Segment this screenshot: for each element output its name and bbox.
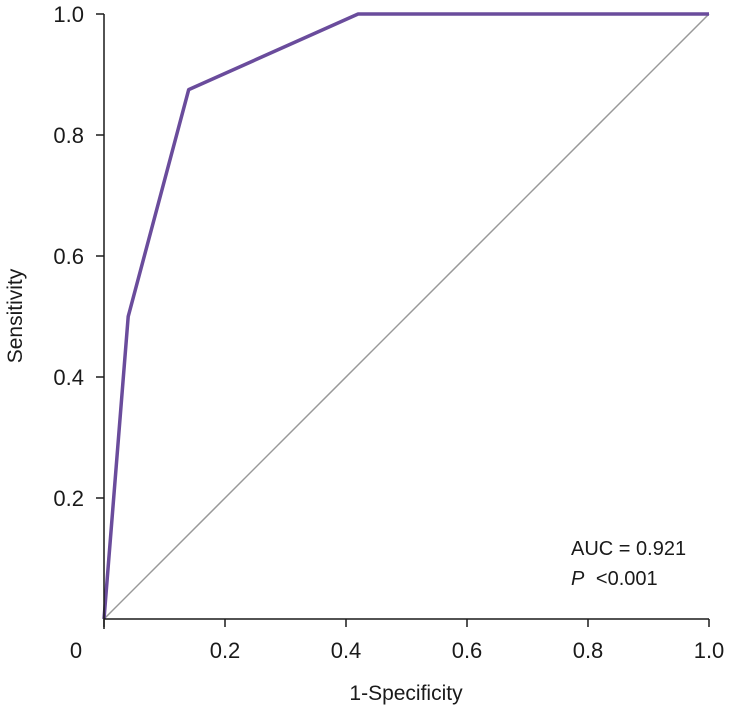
y-tick-label: 1.0: [53, 2, 84, 27]
x-tick-label: 0.2: [210, 638, 241, 663]
y-tick-label: 0.4: [53, 365, 84, 390]
auc-annotation: AUC = 0.921: [571, 538, 686, 560]
x-tick-label: 0.8: [573, 638, 604, 663]
y-axis-ticks: 0.2 0.4 0.6 0.8 1.0: [53, 2, 104, 511]
x-axis-ticks: 0 0.2 0.4 0.6 0.8 1.0: [70, 619, 724, 663]
y-tick-label: 0.8: [53, 123, 84, 148]
x-tick-label: 0.6: [452, 638, 483, 663]
p-value-annotation: P <0.001: [571, 568, 658, 590]
p-value: <0.001: [596, 568, 658, 590]
x-tick-label: 0.4: [331, 638, 362, 663]
y-tick-label: 0.2: [53, 486, 84, 511]
x-tick-label: 0: [70, 638, 82, 663]
y-tick-label: 0.6: [53, 244, 84, 269]
reference-diagonal-line: [103, 13, 710, 620]
x-tick-label: 1.0: [694, 638, 725, 663]
p-symbol: P: [571, 568, 585, 590]
x-axis-title: 1-Specificity: [349, 682, 463, 705]
y-axis-title: Sensitivity: [4, 268, 27, 363]
roc-curve-line: [102, 12, 709, 620]
